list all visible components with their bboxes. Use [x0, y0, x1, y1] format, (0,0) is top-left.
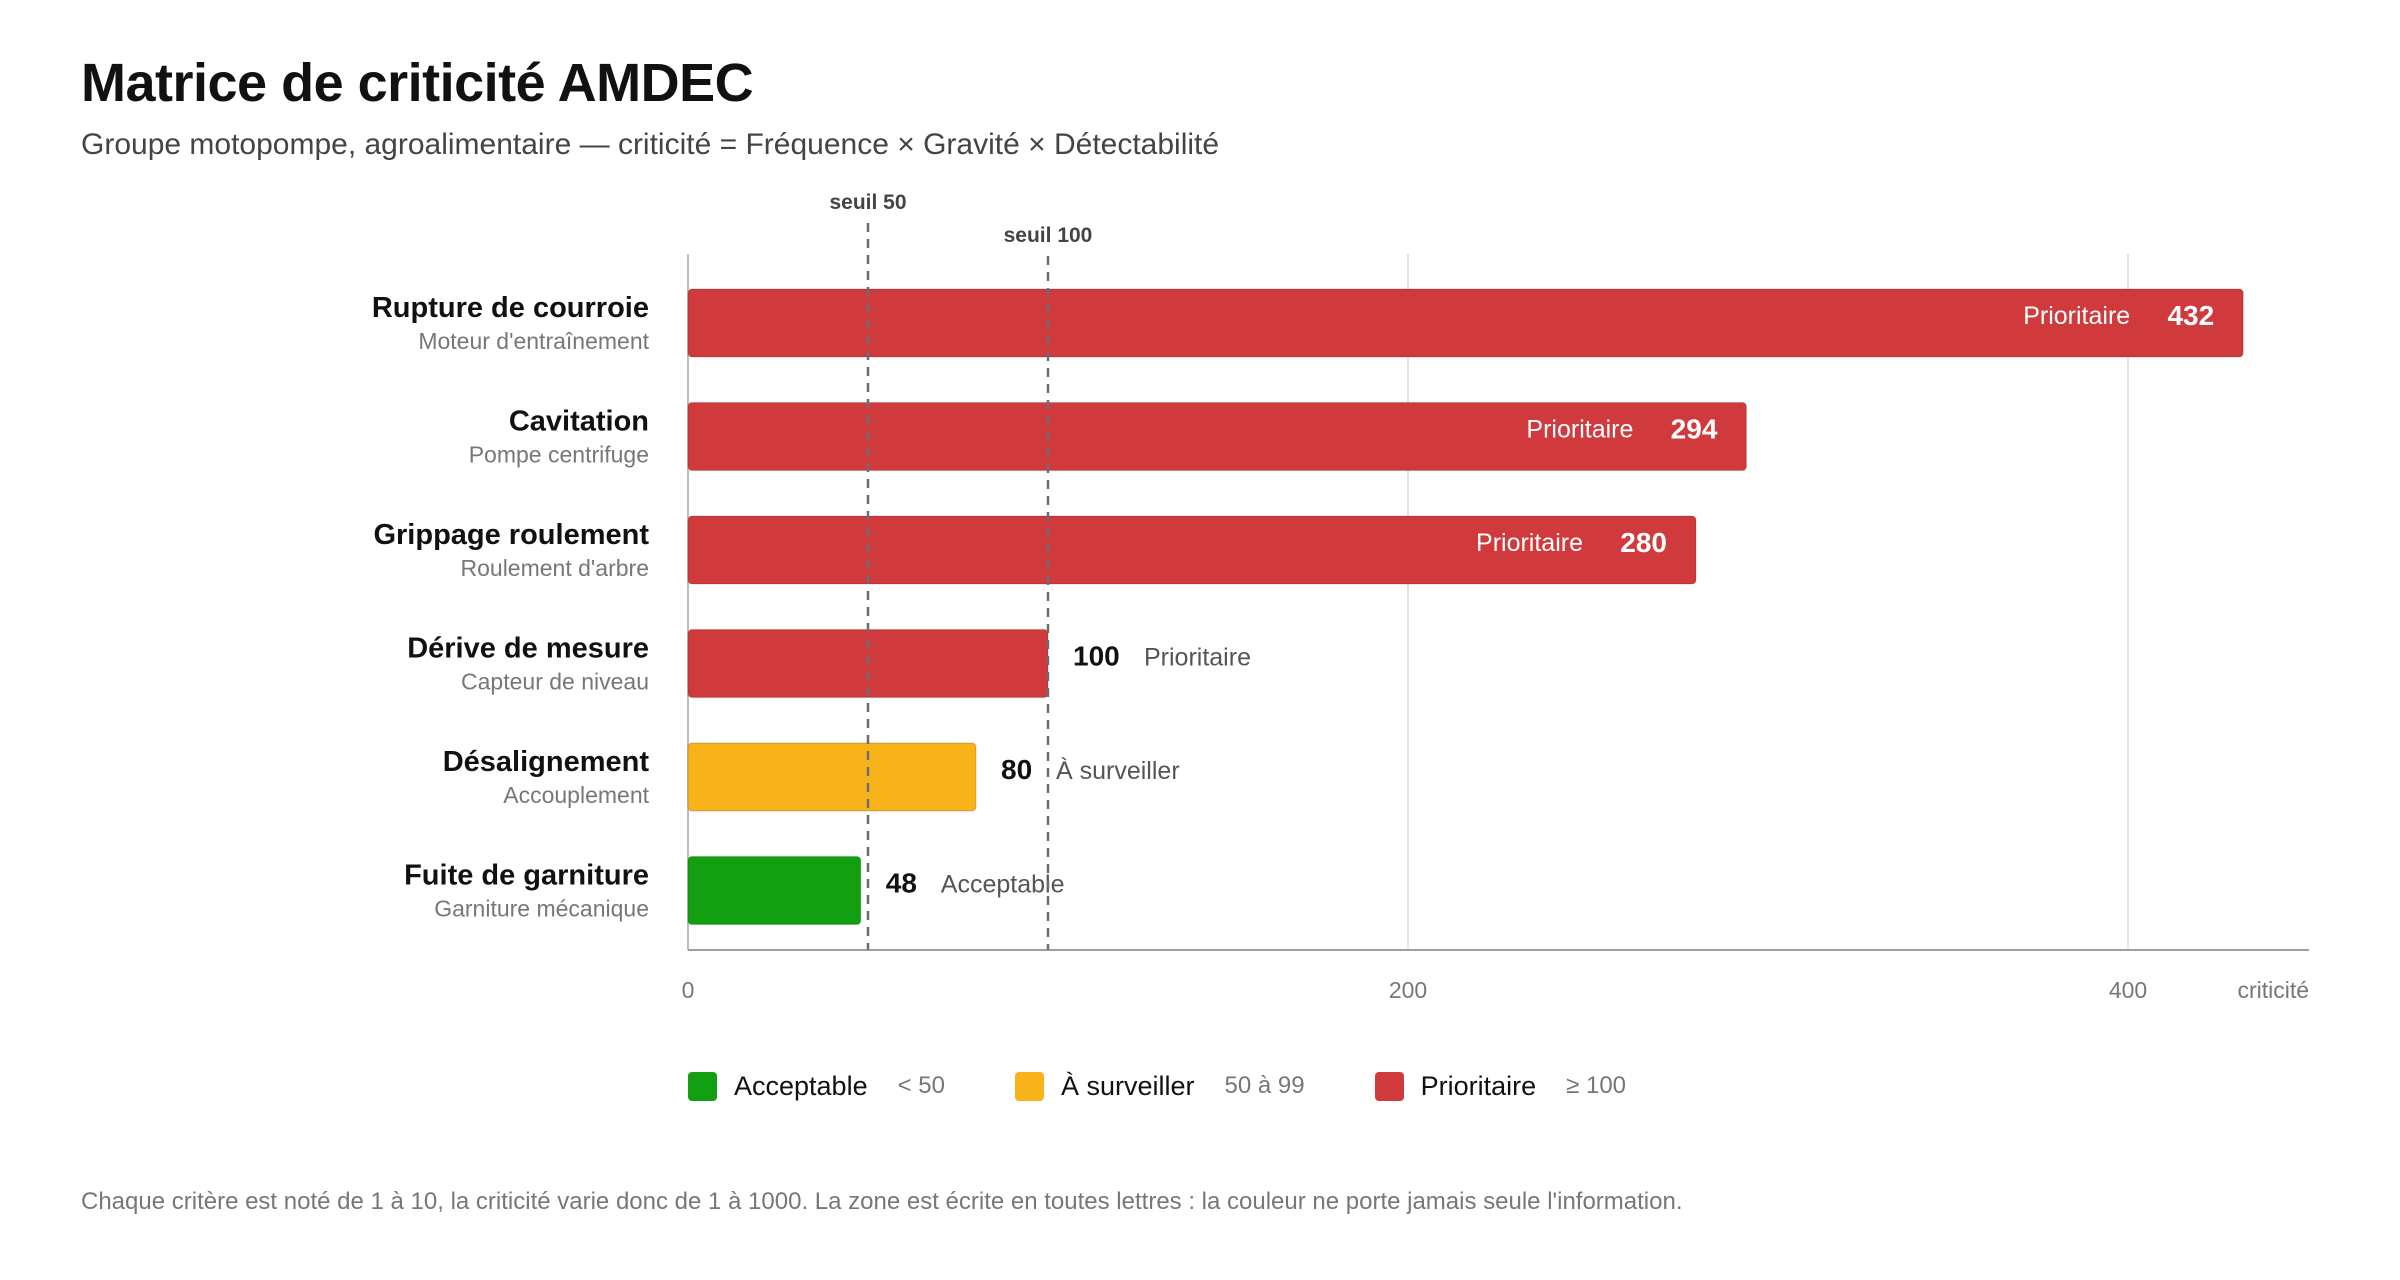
category-label: Fuite de garniture	[404, 860, 649, 892]
legend-swatch	[1374, 1071, 1404, 1101]
x-tick-label: 0	[682, 977, 695, 1003]
legend-label: Acceptable	[734, 1070, 868, 1101]
zone-label: Prioritaire	[2023, 302, 2130, 330]
bar	[687, 515, 1697, 585]
x-tick-label: 400	[2109, 977, 2147, 1003]
zone-label: Prioritaire	[1476, 529, 1583, 557]
legend-range: < 50	[897, 1072, 945, 1099]
footnote: Chaque critère est noté de 1 à 10, la cr…	[81, 1188, 1683, 1215]
category-sublabel: Roulement d'arbre	[461, 555, 650, 581]
category-sublabel: Capteur de niveau	[461, 669, 649, 695]
legend-label: Prioritaire	[1420, 1070, 1537, 1101]
chart-title: Matrice de criticité AMDEC	[81, 53, 754, 113]
bar	[687, 742, 977, 812]
bar	[687, 855, 862, 926]
bar	[687, 401, 1748, 472]
category-label: Dérive de mesure	[407, 633, 649, 665]
value-label: 294	[1671, 414, 1718, 445]
value-label: 280	[1620, 527, 1667, 558]
chart-subtitle: Groupe motopompe, agroalimentaire — crit…	[81, 128, 1220, 161]
value-label: 432	[2167, 300, 2214, 331]
category-sublabel: Accouplement	[503, 782, 649, 808]
zone-label: À surveiller	[1056, 756, 1180, 785]
category-label: Cavitation	[509, 406, 649, 438]
value-label: 100	[1073, 641, 1120, 672]
threshold-label: seuil 100	[1004, 224, 1093, 247]
zone-label: Prioritaire	[1144, 644, 1251, 672]
bar	[687, 288, 2244, 358]
category-sublabel: Pompe centrifuge	[469, 442, 649, 468]
category-label: Rupture de courroie	[372, 292, 649, 324]
threshold-label: seuil 50	[829, 191, 906, 214]
chart-legend: Acceptable < 50 À surveiller 50 à 99 Priorit…	[688, 1066, 1696, 1106]
legend-swatch	[688, 1071, 717, 1101]
value-label: 80	[1001, 754, 1032, 785]
x-axis-label: criticité	[2237, 977, 2309, 1003]
value-label: 48	[886, 868, 917, 899]
legend-range: ≥ 100	[1566, 1072, 1627, 1099]
legend-item: À surveiller 50 à 99	[1014, 1070, 1305, 1102]
legend-label: À surveiller	[1060, 1070, 1195, 1101]
x-tick-label: 200	[1389, 977, 1427, 1003]
category-label: Désalignement	[443, 746, 650, 778]
legend-item: Prioritaire ≥ 100	[1374, 1070, 1627, 1102]
category-sublabel: Moteur d'entraînement	[418, 328, 649, 354]
category-label: Grippage roulement	[373, 519, 649, 551]
legend-range: 50 à 99	[1224, 1072, 1305, 1099]
legend-item: Acceptable < 50	[688, 1071, 945, 1102]
category-sublabel: Garniture mécanique	[434, 896, 649, 922]
zone-label: Acceptable	[941, 871, 1065, 899]
zone-label: Prioritaire	[1526, 416, 1633, 444]
legend-swatch	[1014, 1071, 1044, 1101]
